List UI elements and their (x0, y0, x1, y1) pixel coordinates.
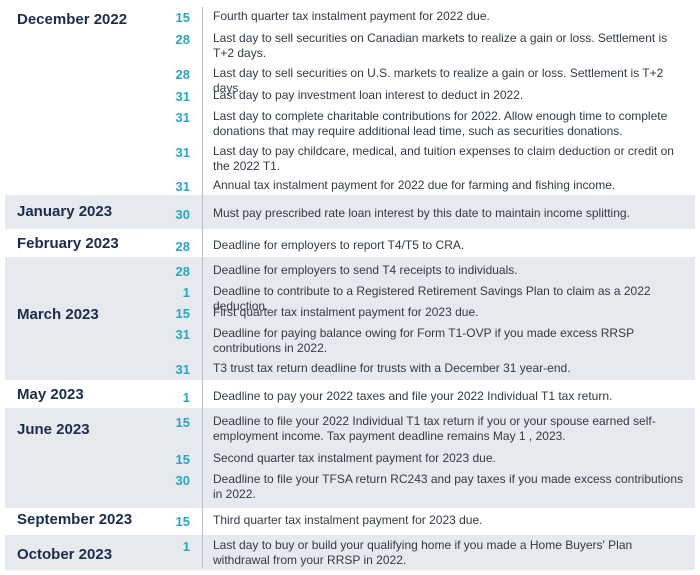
month-label: May 2023 (17, 386, 84, 403)
entry-day: 1 (182, 390, 190, 405)
entry-day: 31 (175, 110, 190, 125)
entry-description: Must pay prescribed rate loan interest b… (213, 206, 630, 220)
entry-day: 28 (175, 32, 190, 47)
entry-description: Last day to complete charitable contribu… (213, 109, 668, 138)
entry-day: 1 (182, 285, 190, 300)
month-block (5, 257, 695, 380)
entry-description: Fourth quarter tax instalment payment fo… (213, 9, 490, 23)
entry-description: Deadline for employers to report T4/T5 t… (213, 238, 465, 252)
entry-description: Annual tax instalment payment for 2022 d… (213, 178, 616, 192)
entry-description: Last day to pay childcare, medical, and … (213, 144, 674, 173)
month-block (5, 535, 695, 570)
entry-day: 15 (175, 415, 190, 430)
entry-description: Third quarter tax instalment payment for… (213, 513, 483, 527)
entry-description: Last day to pay investment loan interest… (213, 88, 524, 102)
month-label: September 2023 (17, 511, 133, 528)
entry-description: Second quarter tax instalment payment fo… (213, 451, 496, 465)
entry-day: 15 (175, 10, 190, 25)
month-label: October 2023 (17, 546, 113, 563)
entry-day: 28 (175, 239, 190, 254)
month-label: January 2023 (17, 203, 113, 220)
month-label: December 2022 (17, 11, 128, 28)
entry-day: 31 (175, 145, 190, 160)
entry-day: 15 (175, 306, 190, 321)
entry-description: First quarter tax instalment payment for… (213, 305, 479, 319)
entry-day: 1 (182, 539, 190, 554)
entry-day: 30 (175, 207, 190, 222)
entry-description: Deadline to file your TFSA return RC243 … (213, 472, 684, 501)
month-label: March 2023 (17, 306, 99, 323)
entry-day: 15 (175, 452, 190, 467)
column-divider (202, 7, 203, 568)
month-block (5, 408, 695, 508)
entry-description: Last day to buy or build your qualifying… (213, 538, 633, 567)
entry-day: 15 (175, 514, 190, 529)
entry-description: Deadline for paying balance owing for Fo… (213, 326, 634, 355)
entry-description: Deadline for employers to send T4 receip… (213, 263, 518, 277)
entry-description: Last day to sell securities on Canadian … (213, 31, 668, 60)
entry-day: 28 (175, 67, 190, 82)
month-block (5, 195, 695, 229)
entry-description: Deadline to contribute to a Registered R… (213, 284, 651, 313)
month-label: June 2023 (17, 421, 90, 438)
entry-description: Last day to sell securities on U.S. mark… (213, 66, 664, 95)
entry-description: Deadline to file your 2022 Individual T1… (213, 414, 656, 443)
entry-day: 31 (175, 362, 190, 377)
entry-description: T3 trust tax return deadline for trusts … (213, 361, 571, 375)
entry-day: 31 (175, 179, 190, 194)
entry-day: 31 (175, 89, 190, 104)
entry-day: 30 (175, 473, 190, 488)
entry-description: Deadline to pay your 2022 taxes and file… (213, 389, 613, 403)
entry-day: 31 (175, 327, 190, 342)
month-label: February 2023 (17, 235, 119, 252)
entry-day: 28 (175, 264, 190, 279)
